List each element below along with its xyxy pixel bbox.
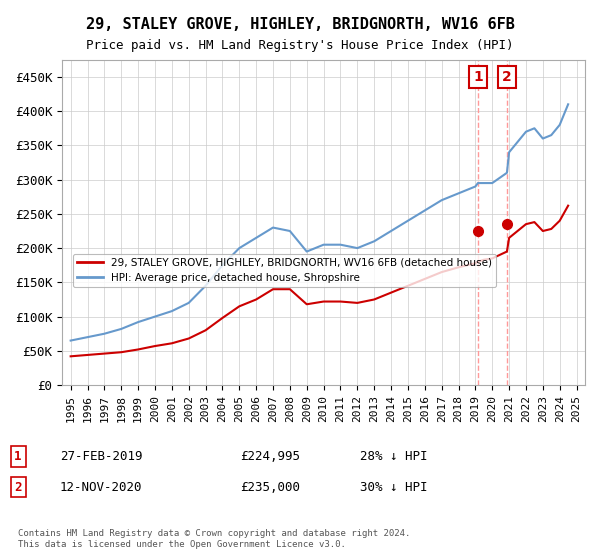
Text: £235,000: £235,000 (240, 480, 300, 494)
Text: 30% ↓ HPI: 30% ↓ HPI (360, 480, 427, 494)
Text: Contains HM Land Registry data © Crown copyright and database right 2024.
This d: Contains HM Land Registry data © Crown c… (18, 529, 410, 549)
Text: Price paid vs. HM Land Registry's House Price Index (HPI): Price paid vs. HM Land Registry's House … (86, 39, 514, 52)
Text: 12-NOV-2020: 12-NOV-2020 (60, 480, 143, 494)
Text: 2: 2 (502, 70, 512, 84)
Text: 2: 2 (14, 480, 22, 494)
Text: 1: 1 (473, 70, 483, 84)
Text: 29, STALEY GROVE, HIGHLEY, BRIDGNORTH, WV16 6FB: 29, STALEY GROVE, HIGHLEY, BRIDGNORTH, W… (86, 17, 514, 32)
Text: 1: 1 (14, 450, 22, 463)
Legend: 29, STALEY GROVE, HIGHLEY, BRIDGNORTH, WV16 6FB (detached house), HPI: Average p: 29, STALEY GROVE, HIGHLEY, BRIDGNORTH, W… (73, 254, 496, 287)
Text: 27-FEB-2019: 27-FEB-2019 (60, 450, 143, 463)
Text: £224,995: £224,995 (240, 450, 300, 463)
Text: 28% ↓ HPI: 28% ↓ HPI (360, 450, 427, 463)
